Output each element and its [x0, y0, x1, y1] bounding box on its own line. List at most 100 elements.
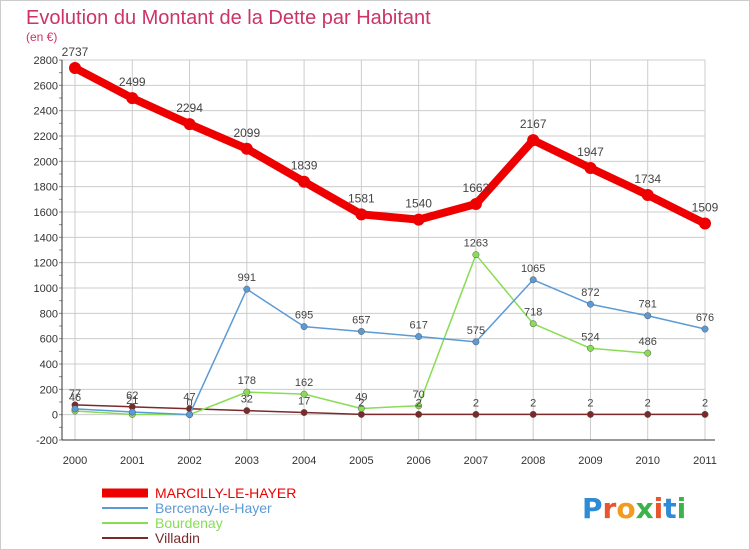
- data-point: [701, 325, 709, 333]
- data-label: 21: [126, 395, 138, 407]
- data-point: [644, 349, 652, 357]
- x-tick-label: 2006: [406, 455, 430, 467]
- data-point: [412, 213, 425, 226]
- y-tick-label: 1000: [34, 283, 58, 295]
- data-label: 2: [473, 397, 479, 409]
- data-point: [415, 402, 423, 410]
- data-label: 32: [241, 394, 253, 406]
- x-tick-label: 2002: [177, 455, 201, 467]
- data-label: 46: [69, 392, 81, 404]
- x-tick-label: 2004: [292, 455, 316, 467]
- data-point: [587, 300, 594, 308]
- data-label: 62: [126, 390, 138, 402]
- axis-layer: -200 0 200 400 600 800 1000 1200 1400 1600 1800 200…: [34, 55, 717, 467]
- data-point: [472, 338, 480, 346]
- data-label: 676: [696, 312, 714, 324]
- y-tick-label: 200: [40, 384, 58, 396]
- data-point: [587, 344, 594, 352]
- series-line-3: [74, 404, 706, 416]
- data-label: 2499: [119, 75, 146, 89]
- data-label: 524: [581, 331, 599, 343]
- data-label: 617: [409, 320, 427, 332]
- data-label: 2: [702, 397, 708, 409]
- series-layer: [69, 61, 711, 419]
- data-label: 1509: [692, 201, 719, 215]
- data-point: [71, 405, 79, 413]
- y-tick-label: 1600: [34, 207, 58, 219]
- data-label: 2737: [62, 45, 89, 59]
- data-point: [641, 189, 654, 202]
- data-point: [126, 92, 139, 105]
- data-point: [699, 217, 711, 230]
- x-tick-label: 2008: [521, 455, 545, 467]
- data-label: 70: [413, 389, 425, 401]
- data-label: 1839: [291, 159, 318, 173]
- data-point: [415, 410, 423, 418]
- data-point: [584, 162, 597, 175]
- data-label: 2294: [176, 101, 203, 115]
- data-label: 2: [416, 397, 422, 409]
- y-tick-label: 0: [52, 410, 58, 422]
- data-point: [527, 134, 540, 147]
- x-tick-label: 2001: [120, 455, 144, 467]
- data-label: 2: [587, 397, 593, 409]
- y-tick-label: 400: [40, 359, 58, 371]
- data-label: 162: [295, 377, 313, 389]
- x-tick-label: 2009: [578, 455, 602, 467]
- data-label: 0: [186, 398, 192, 410]
- data-point: [298, 175, 311, 188]
- y-tick-label: 2000: [34, 156, 58, 168]
- legend: MARCILLY-LE-HAYERBercenay-le-HayerBourde…: [102, 485, 296, 546]
- series-line-0: [71, 63, 709, 228]
- data-point: [243, 388, 251, 396]
- data-label: 1540: [405, 197, 432, 211]
- data-label: 2: [645, 397, 651, 409]
- data-point: [357, 327, 365, 335]
- logo-letter: i: [654, 492, 664, 525]
- data-label: 486: [639, 336, 657, 348]
- data-label: 1663: [463, 181, 490, 195]
- x-tick-label: 2010: [635, 455, 659, 467]
- logo-letter: i: [677, 492, 687, 525]
- y-tick-label: 2600: [34, 80, 58, 92]
- series-line-1: [74, 279, 706, 416]
- y-tick-label: 1800: [34, 182, 58, 194]
- data-label: 695: [295, 310, 313, 322]
- y-tick-label: 2200: [34, 131, 58, 143]
- data-label: 2167: [520, 117, 547, 131]
- data-point: [69, 61, 81, 74]
- data-point: [644, 312, 652, 320]
- logo-letter: P: [582, 492, 603, 525]
- chart-title: Evolution du Montant de la Dette par Hab…: [26, 7, 431, 29]
- data-point: [357, 410, 365, 418]
- y-tick-label: 2400: [34, 106, 58, 118]
- data-label: 47: [183, 392, 195, 404]
- data-point: [587, 410, 594, 418]
- logo-letter: r: [603, 492, 617, 525]
- proxiti-logo: Proxiti: [582, 492, 686, 525]
- data-point: [529, 320, 537, 328]
- data-label: 1947: [577, 145, 604, 159]
- y-tick-label: 2800: [34, 55, 58, 67]
- data-point: [415, 333, 423, 340]
- data-point: [357, 405, 365, 412]
- data-label: 2: [530, 397, 536, 409]
- data-point: [186, 411, 193, 419]
- x-tick-label: 2011: [693, 455, 717, 467]
- data-label-layer: 2737 2499 2294 2099 1839 1581 1540 1663 2167 1947…: [62, 45, 719, 410]
- data-point: [529, 410, 537, 418]
- data-label: 2099: [233, 126, 260, 140]
- data-point: [240, 142, 253, 155]
- data-label: 1065: [521, 263, 545, 275]
- logo-letter: o: [616, 492, 635, 525]
- data-label: 49: [355, 391, 367, 403]
- grid-layer: [62, 59, 706, 441]
- data-label: 1263: [464, 238, 488, 250]
- legend-label: Bourdenay: [155, 515, 223, 531]
- data-label: 1581: [348, 191, 375, 205]
- data-label: 178: [238, 375, 256, 387]
- data-point: [243, 407, 251, 415]
- y-tick-label: 800: [40, 308, 58, 320]
- data-label: 718: [524, 307, 542, 319]
